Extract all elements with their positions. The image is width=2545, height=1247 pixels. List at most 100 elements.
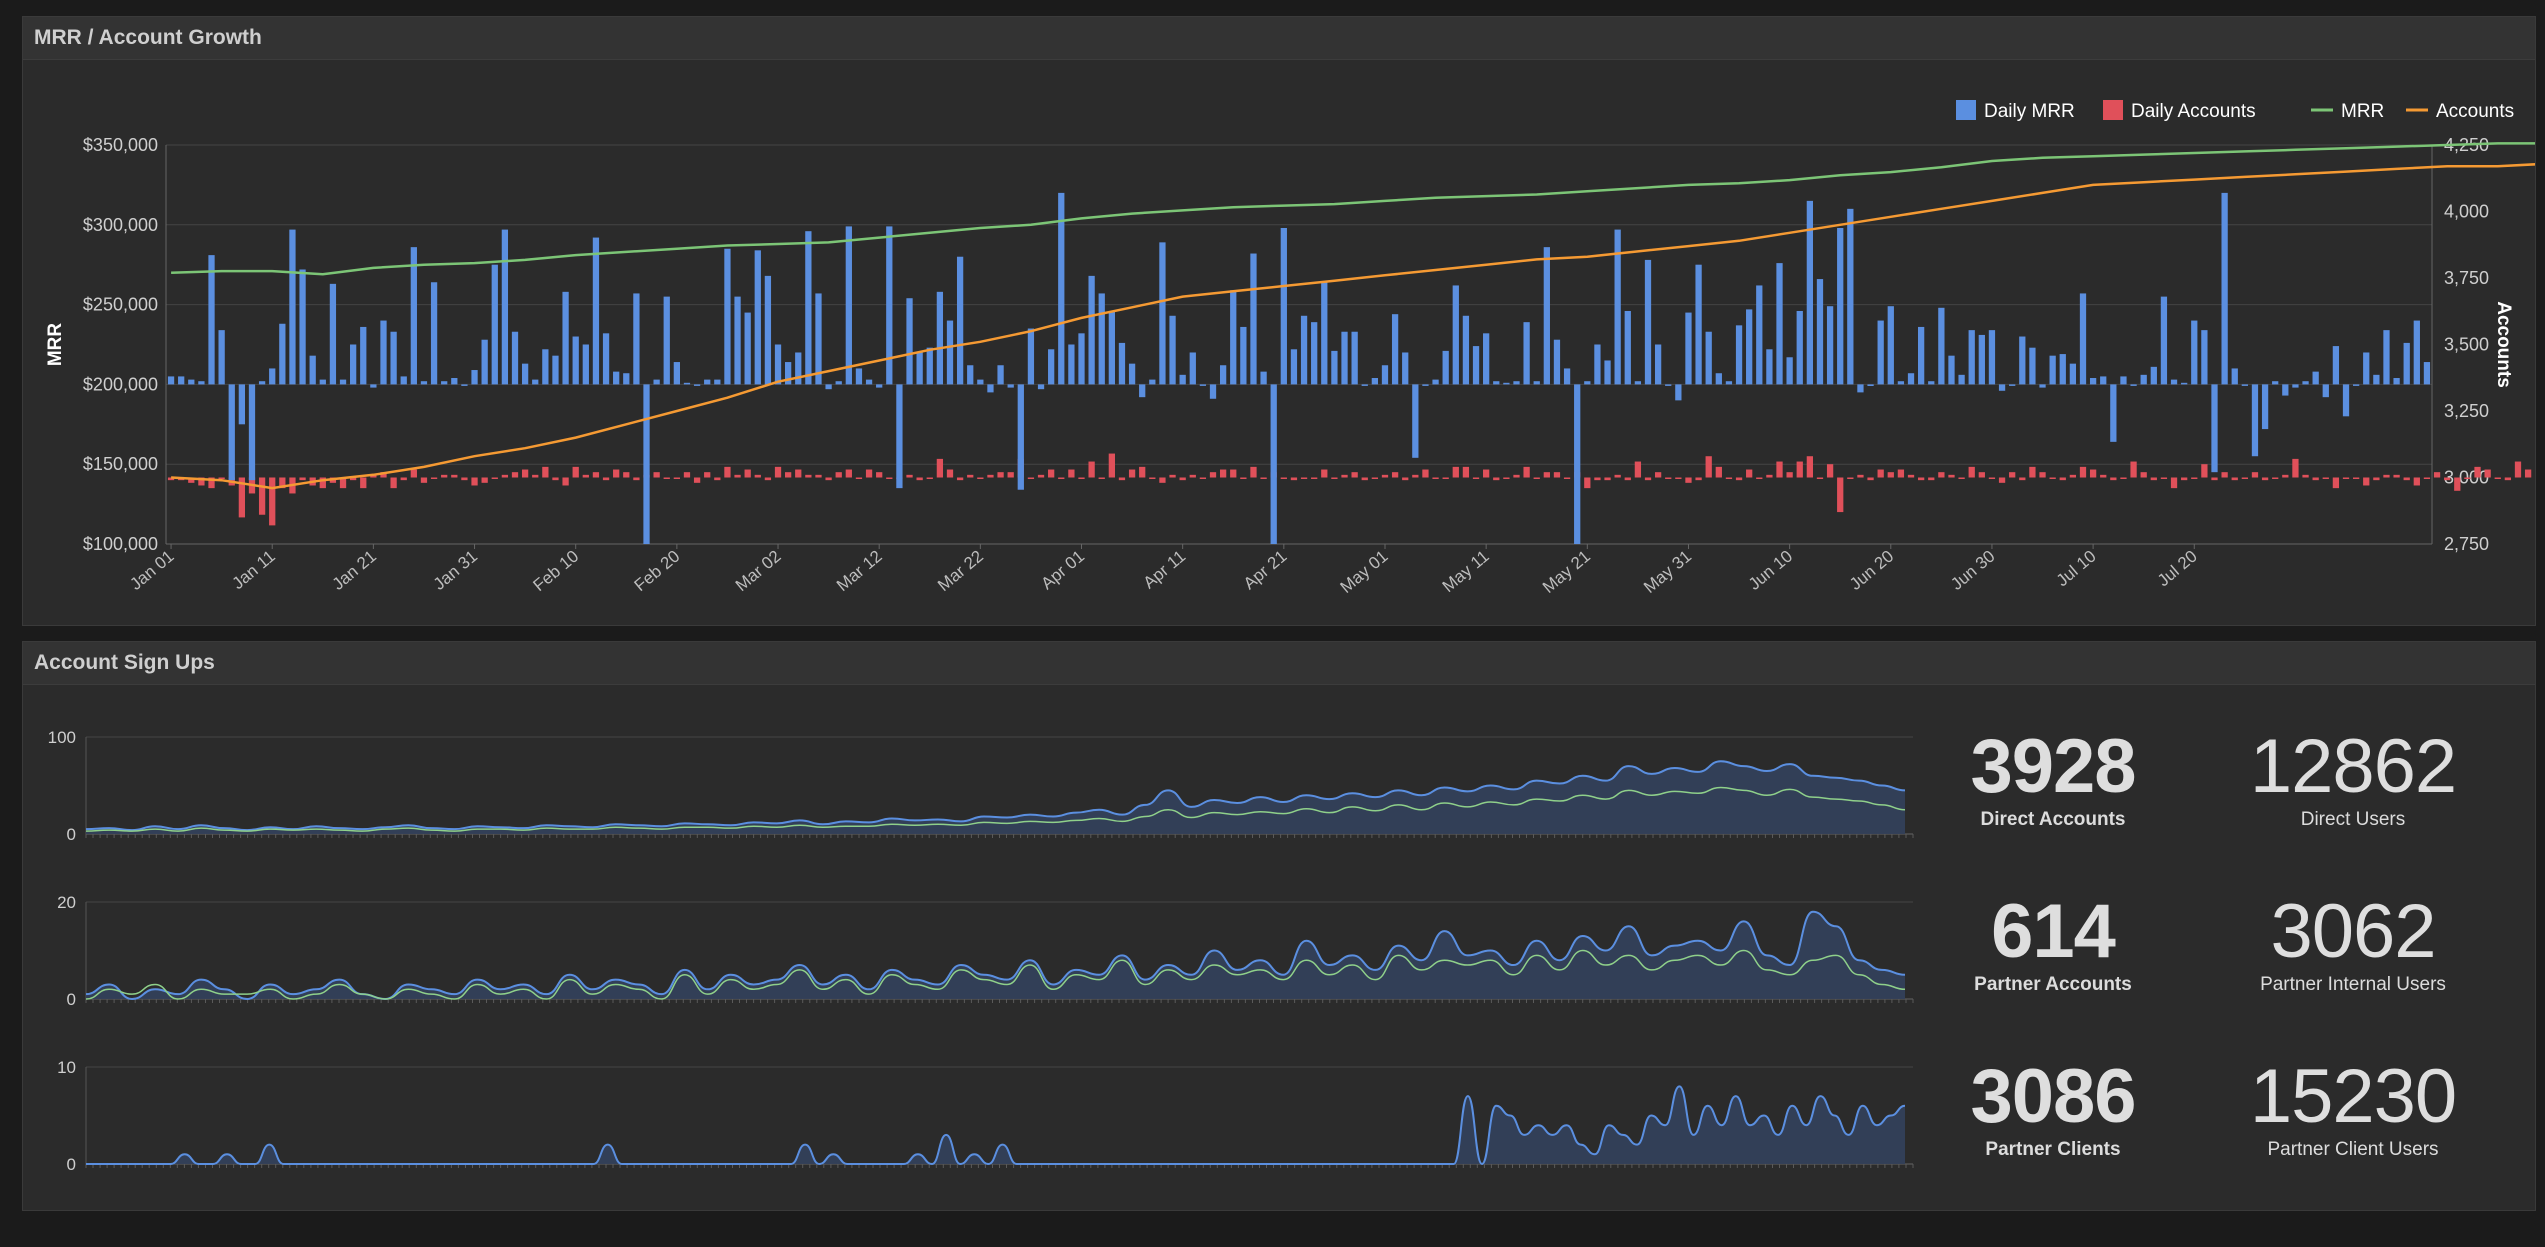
daily-mrr-bar	[1311, 322, 1318, 385]
daily-mrr-bar	[1705, 331, 1712, 385]
legend-swatch	[2103, 100, 2123, 120]
legend-item[interactable]: Accounts	[2406, 101, 2514, 122]
daily-mrr-bar	[461, 384, 468, 386]
daily-mrr-bar	[633, 293, 640, 385]
daily-accounts-bar	[623, 472, 630, 478]
daily-accounts-bar	[1361, 477, 1368, 481]
y-tick-label: 0	[67, 1155, 76, 1174]
daily-accounts-bar	[2332, 477, 2340, 489]
daily-mrr-bar	[2363, 352, 2370, 385]
daily-mrr-bar	[1776, 263, 1783, 385]
daily-mrr-bar	[1472, 346, 1480, 385]
legend-item[interactable]: Daily Accounts	[2103, 100, 2256, 122]
daily-accounts-bar	[562, 477, 569, 486]
partner-signups-chart: 0 20	[57, 893, 1914, 1009]
daily-mrr-bar	[1735, 325, 1743, 385]
daily-mrr-bar	[552, 355, 559, 385]
daily-accounts-bar	[592, 472, 600, 478]
daily-accounts-bar	[2393, 474, 2400, 478]
daily-accounts-bar	[1159, 477, 1166, 483]
daily-mrr-bar	[1634, 381, 1642, 385]
daily-mrr-bar	[977, 379, 984, 385]
daily-accounts-bar	[1108, 453, 1115, 478]
daily-accounts-bar	[1472, 477, 1480, 479]
daily-accounts-bar	[2059, 477, 2066, 481]
daily-accounts-bar	[2150, 477, 2157, 481]
legend-label: Accounts	[2436, 101, 2514, 122]
daily-accounts-bar	[2363, 477, 2370, 486]
daily-mrr-bar	[390, 331, 397, 385]
daily-mrr-bar	[1483, 333, 1490, 385]
daily-accounts-bar	[2049, 477, 2056, 479]
daily-accounts-bar	[1948, 474, 1955, 478]
daily-accounts-bar	[1766, 474, 1773, 478]
daily-accounts-bar	[188, 477, 195, 483]
daily-accounts-bar	[1735, 477, 1743, 481]
daily-mrr-bar	[906, 298, 913, 385]
daily-accounts-bar	[2241, 477, 2248, 479]
daily-mrr-bar	[602, 333, 610, 385]
daily-mrr-bar	[1624, 310, 1631, 385]
daily-mrr-bar	[1513, 381, 1520, 385]
daily-mrr-bar	[350, 344, 357, 385]
daily-mrr-bar	[1179, 374, 1186, 385]
daily-mrr-bar	[2120, 376, 2127, 385]
mrr-account-growth-chart: $100,000 $150,000 $200,000 $250,000 $300,000…	[45, 100, 2535, 597]
daily-mrr-bar	[2059, 354, 2066, 385]
daily-accounts-bar	[2302, 474, 2309, 478]
daily-mrr-bar	[2019, 336, 2026, 385]
daily-accounts-bar	[906, 474, 913, 478]
daily-accounts-bar	[380, 472, 387, 478]
daily-accounts-bar	[430, 477, 438, 479]
signup-area-line	[86, 1085, 1906, 1166]
daily-mrr-bar	[815, 293, 822, 385]
daily-accounts-bar	[1290, 477, 1298, 481]
daily-accounts-bar	[1958, 477, 1965, 479]
daily-mrr-bar	[2322, 384, 2329, 398]
signup-secondary-line	[85, 949, 1906, 1000]
daily-accounts-bar	[1928, 477, 1935, 481]
legend-item[interactable]: Daily MRR	[1956, 100, 2075, 122]
mrr-line	[171, 142, 2535, 276]
daily-accounts-bar	[1897, 469, 1905, 478]
daily-mrr-bar	[228, 384, 235, 481]
daily-mrr-bar	[2352, 384, 2360, 386]
daily-accounts-bar	[339, 477, 347, 489]
daily-mrr-bar	[592, 237, 600, 385]
daily-accounts-bar	[2140, 472, 2147, 478]
daily-accounts-bar	[1169, 474, 1176, 478]
daily-mrr-bar	[1978, 334, 1985, 385]
daily-accounts-bar	[845, 469, 852, 478]
daily-accounts-bar	[521, 469, 529, 478]
daily-mrr-bar	[936, 291, 944, 385]
daily-accounts-bar	[1078, 477, 1085, 479]
daily-mrr-bar	[2272, 381, 2279, 385]
daily-mrr-bar	[1766, 349, 1773, 385]
daily-accounts-bar	[1705, 456, 1712, 478]
daily-mrr-bar	[380, 320, 387, 385]
daily-accounts-bar	[1746, 469, 1753, 478]
daily-mrr-bar	[441, 381, 448, 385]
daily-mrr-bar	[1149, 379, 1156, 385]
daily-accounts-bar	[997, 472, 1004, 478]
daily-mrr-bar	[1058, 192, 1065, 385]
daily-mrr-bar	[410, 247, 417, 385]
daily-accounts-bar	[1806, 456, 1813, 478]
daily-accounts-bar	[1513, 474, 1520, 478]
daily-accounts-bar	[2110, 477, 2117, 481]
daily-accounts-bar	[2433, 472, 2441, 478]
daily-mrr-bar	[643, 384, 650, 544]
legend-item[interactable]: MRR	[2311, 101, 2384, 122]
daily-mrr-bar	[744, 312, 751, 385]
signup-area-fill	[86, 761, 1905, 834]
daily-accounts-bar	[167, 477, 175, 481]
daily-mrr-bar	[1887, 306, 1894, 385]
daily-mrr-bar	[1826, 306, 1834, 385]
daily-mrr-bar	[1452, 285, 1459, 385]
daily-accounts-bar	[1675, 477, 1682, 479]
daily-accounts-bar	[1594, 477, 1601, 481]
legend-label: Daily Accounts	[2131, 101, 2256, 122]
daily-mrr-bar	[1068, 344, 1075, 385]
y-axis-title: MRR	[45, 323, 66, 367]
daily-mrr-bar	[1027, 328, 1035, 385]
